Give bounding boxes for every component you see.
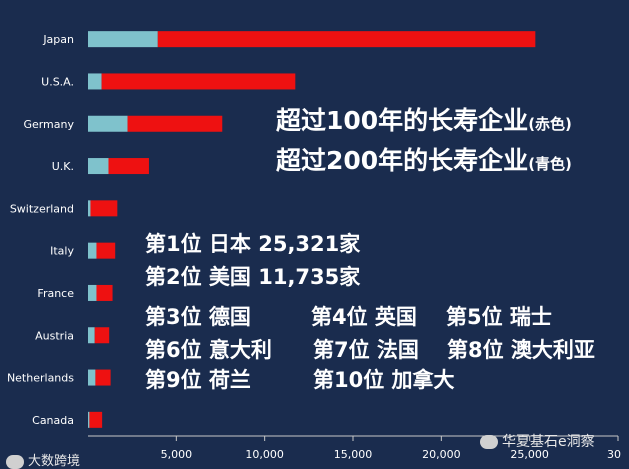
bar-segment-100yr <box>96 284 113 301</box>
bar-segment-200yr <box>88 73 102 90</box>
rank-1: 第1位 日本 25,321家 <box>145 232 361 256</box>
bars-group <box>88 31 536 428</box>
category-label: Italy <box>50 245 74 258</box>
rank-10: 第10位 加拿大 <box>313 368 455 392</box>
rank-8: 第8位 澳大利亚 <box>447 338 595 362</box>
bar-segment-200yr <box>88 411 90 428</box>
category-label: Netherlands <box>7 372 74 385</box>
rank-6: 第6位 意大利 <box>145 338 272 362</box>
bar-segment-100yr <box>127 115 223 132</box>
category-label: Switzerland <box>10 202 74 215</box>
category-label: U.K. <box>52 160 74 173</box>
rank-5: 第5位 瑞士 <box>446 305 552 329</box>
bar-segment-100yr <box>101 73 296 90</box>
category-label: U.S.A. <box>41 75 74 88</box>
legend-red-text: 超过100年的长寿企业(赤色) <box>276 106 572 135</box>
bar-segment-100yr <box>108 158 149 175</box>
bar-segment-200yr <box>88 200 91 217</box>
category-label: Japan <box>42 33 74 46</box>
category-label: Austria <box>35 329 74 342</box>
x-tick-label: 10,000 <box>245 448 284 461</box>
x-tick-label: 5,000 <box>161 448 193 461</box>
watermark-logo-icon <box>6 454 24 469</box>
x-tick-label: 30 <box>607 448 621 461</box>
rank-9: 第9位 荷兰 <box>145 368 251 392</box>
wechat-icon <box>480 435 498 449</box>
bar-segment-100yr <box>90 200 118 217</box>
bar-segment-200yr <box>88 115 128 132</box>
x-tick-label: 20,000 <box>422 448 461 461</box>
bar-segment-200yr <box>88 327 95 344</box>
bar-segment-200yr <box>88 284 97 301</box>
bar-segment-100yr <box>157 31 536 48</box>
category-labels: Japan U.S.A. Germany U.K. Switzerland Italy Fr… <box>7 33 75 427</box>
bar-segment-100yr <box>94 327 110 344</box>
rank-7: 第7位 法国 <box>313 338 419 362</box>
rank-2: 第2位 美国 11,735家 <box>145 265 361 289</box>
rank-3: 第3位 德国 <box>145 305 251 329</box>
watermark-right: 华夏基石e洞察 <box>480 431 595 451</box>
bar-segment-100yr <box>96 242 116 259</box>
bar-segment-200yr <box>88 369 96 386</box>
x-axis: 5,000 10,000 15,000 20,000 25,000 30 <box>88 435 621 461</box>
bar-segment-100yr <box>95 369 111 386</box>
legend-cyan-text: 超过200年的长寿企业(青色) <box>276 146 572 175</box>
bar-segment-200yr <box>88 242 97 259</box>
category-label: Canada <box>32 414 74 427</box>
bar-segment-200yr <box>88 31 158 48</box>
watermark-left: 大数跨境 <box>6 450 80 469</box>
category-label: Germany <box>23 118 74 131</box>
x-tick-label: 15,000 <box>334 448 373 461</box>
rank-4: 第4位 英国 <box>311 305 417 329</box>
category-label: France <box>37 287 74 300</box>
bar-segment-100yr <box>89 411 103 428</box>
bar-segment-200yr <box>88 158 109 175</box>
x-tick-label: 25,000 <box>510 448 549 461</box>
